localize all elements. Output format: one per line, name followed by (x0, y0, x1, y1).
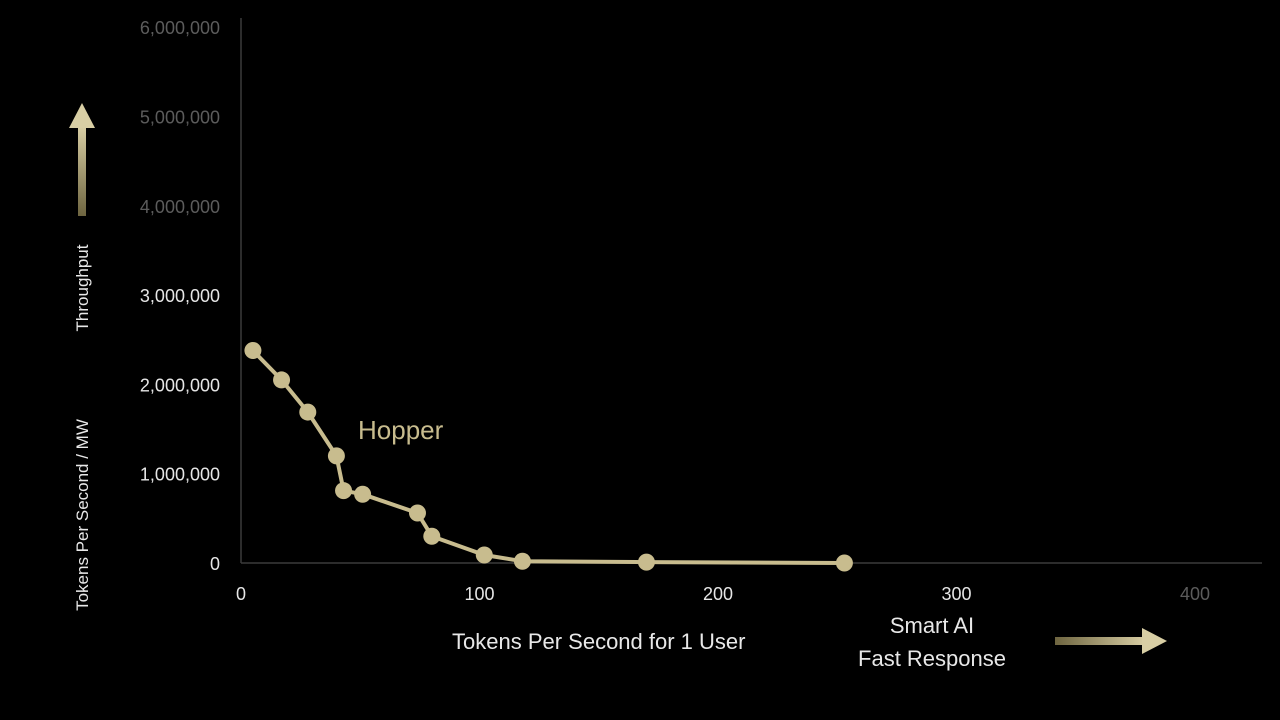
x-axis-label: Tokens Per Second for 1 User (452, 629, 745, 654)
data-point (423, 527, 441, 545)
hopper-series-label: Hopper (358, 415, 444, 445)
data-point (327, 447, 345, 465)
data-point (637, 553, 655, 571)
x-tick-label: 300 (941, 584, 971, 604)
data-point (475, 546, 493, 564)
x-tick-labels: 0 100 200 300 400 (236, 584, 1210, 604)
data-point (244, 341, 262, 359)
y-tick-label: 1,000,000 (140, 465, 220, 485)
y-axis-label-throughput: Throughput (73, 244, 92, 331)
x-tick-label: 0 (236, 584, 246, 604)
hopper-series-points (244, 341, 853, 572)
y-tick-label: 4,000,000 (140, 197, 220, 217)
x-axis-arrow-icon (1055, 628, 1167, 654)
x-tick-label: 100 (464, 584, 494, 604)
y-axis-label-units: Tokens Per Second / MW (73, 419, 92, 611)
data-point (513, 552, 531, 570)
data-point (299, 403, 317, 421)
data-point (354, 485, 372, 503)
x-tick-label: 400 (1180, 584, 1210, 604)
x-arrow-caption-line1: Smart AI (890, 613, 974, 638)
y-tick-label: 6,000,000 (140, 18, 220, 38)
x-tick-label: 200 (703, 584, 733, 604)
y-axis-arrow-icon (69, 103, 95, 216)
y-tick-label: 2,000,000 (140, 375, 220, 395)
data-point (335, 482, 353, 500)
y-tick-label: 3,000,000 (140, 286, 220, 306)
x-arrow-caption-line2: Fast Response (858, 646, 1006, 671)
data-point (835, 554, 853, 572)
y-tick-labels: 0 1,000,000 2,000,000 3,000,000 4,000,000 5,0… (140, 18, 220, 574)
data-point (408, 504, 426, 522)
data-point (273, 371, 291, 389)
y-tick-label: 0 (210, 554, 220, 574)
y-tick-label: 5,000,000 (140, 108, 220, 128)
